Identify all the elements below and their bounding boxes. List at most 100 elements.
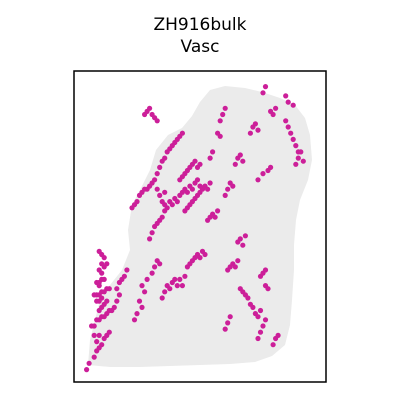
- highlight-spot: [237, 236, 243, 242]
- highlight-spot: [84, 367, 90, 373]
- highlight-spot: [270, 342, 276, 348]
- highlight-spot: [172, 276, 178, 282]
- highlight-spot: [222, 192, 228, 198]
- background-spots-layer: [88, 86, 312, 367]
- highlight-spot: [174, 283, 180, 289]
- highlight-spot: [96, 332, 102, 338]
- highlight-spot: [86, 360, 92, 366]
- highlight-spot: [225, 320, 231, 326]
- highlight-spot: [202, 251, 208, 258]
- highlight-spot: [270, 111, 276, 118]
- highlight-spot: [257, 329, 264, 335]
- highlight-spot: [162, 189, 168, 195]
- highlight-spot: [227, 314, 233, 320]
- highlight-spot: [144, 276, 150, 282]
- highlight-spot: [104, 298, 110, 304]
- highlight-spot: [197, 161, 203, 167]
- highlight-spot: [262, 267, 269, 273]
- highlight-spot: [104, 261, 110, 267]
- highlight-spot: [134, 199, 140, 205]
- highlight-spot: [255, 314, 261, 320]
- highlight-spot: [290, 136, 296, 142]
- highlight-spot: [235, 258, 241, 264]
- highlight-spot: [139, 283, 145, 289]
- highlight-spot: [217, 133, 223, 139]
- highlight-spot: [298, 149, 304, 155]
- highlight-spot: [275, 332, 281, 338]
- highlight-spot: [250, 304, 256, 310]
- highlight-spot: [197, 255, 203, 261]
- highlight-spot: [149, 270, 155, 276]
- highlight-spot: [116, 292, 122, 298]
- highlight-spot: [220, 111, 226, 118]
- highlight-spot: [290, 102, 296, 108]
- highlight-spot: [237, 152, 243, 158]
- highlight-spot: [205, 186, 211, 192]
- highlight-spot: [91, 323, 97, 329]
- highlight-spot: [293, 143, 299, 149]
- highlight-spot: [154, 186, 160, 192]
- highlight-spot: [273, 105, 279, 111]
- highlight-spot: [157, 261, 163, 267]
- highlight-spot: [111, 304, 117, 310]
- highlight-spot: [106, 329, 112, 335]
- highlight-spot: [288, 130, 294, 136]
- highlight-spot: [152, 177, 158, 183]
- highlight-spot: [260, 90, 266, 96]
- highlight-spot: [230, 183, 236, 189]
- highlight-spot: [159, 199, 165, 205]
- highlight-spot: [167, 286, 173, 292]
- highlight-spot: [169, 202, 175, 208]
- highlight-spot: [139, 304, 145, 310]
- highlight-spot: [114, 298, 120, 304]
- highlight-spot: [247, 130, 253, 136]
- highlight-spot: [94, 339, 100, 345]
- highlight-spot: [255, 177, 261, 183]
- highlight-spot: [242, 233, 248, 239]
- highlight-spot: [255, 335, 261, 342]
- highlight-spot: [257, 307, 264, 314]
- highlight-spot: [217, 118, 223, 124]
- highlight-spot: [177, 276, 183, 282]
- highlight-spot: [184, 189, 190, 195]
- tissue-background-region: [88, 86, 312, 367]
- highlight-spot: [106, 286, 112, 292]
- plot-frame: [73, 70, 327, 383]
- highlight-spot: [149, 230, 155, 236]
- highlight-spot: [268, 164, 274, 170]
- highlight-spot: [154, 118, 160, 124]
- highlight-spot: [207, 180, 213, 186]
- highlight-spot: [121, 273, 127, 279]
- highlight-spot: [295, 155, 301, 161]
- highlight-spot: [300, 158, 306, 164]
- highlight-spot: [252, 121, 258, 127]
- highlight-spot: [96, 248, 102, 254]
- chart-title-line-1: ZH916bulk: [153, 15, 247, 35]
- highlight-spot: [260, 323, 266, 329]
- highlight-spot: [99, 342, 105, 348]
- highlight-spot: [245, 295, 251, 301]
- highlight-spot: [179, 130, 185, 136]
- highlight-spot: [189, 186, 195, 192]
- highlight-spot: [157, 164, 163, 170]
- highlight-spot: [162, 289, 168, 295]
- highlight-spot: [240, 242, 246, 248]
- highlight-spot: [260, 171, 266, 177]
- highlight-spot: [255, 127, 261, 133]
- highlight-spot: [131, 317, 138, 323]
- highlight-spot: [232, 264, 238, 270]
- highlight-spot: [179, 283, 185, 289]
- highlight-spot: [147, 105, 153, 111]
- highlight-spot: [207, 155, 213, 161]
- highlight-spot: [152, 264, 158, 270]
- highlight-spot: [262, 317, 269, 323]
- highlight-spot: [225, 186, 231, 192]
- highlight-spot: [157, 192, 163, 198]
- highlight-spot: [142, 289, 148, 295]
- chart-title-line-2: Vasc: [180, 37, 220, 57]
- highlight-spot: [293, 161, 299, 167]
- highlight-spot: [215, 208, 221, 214]
- highlight-spot: [265, 286, 271, 292]
